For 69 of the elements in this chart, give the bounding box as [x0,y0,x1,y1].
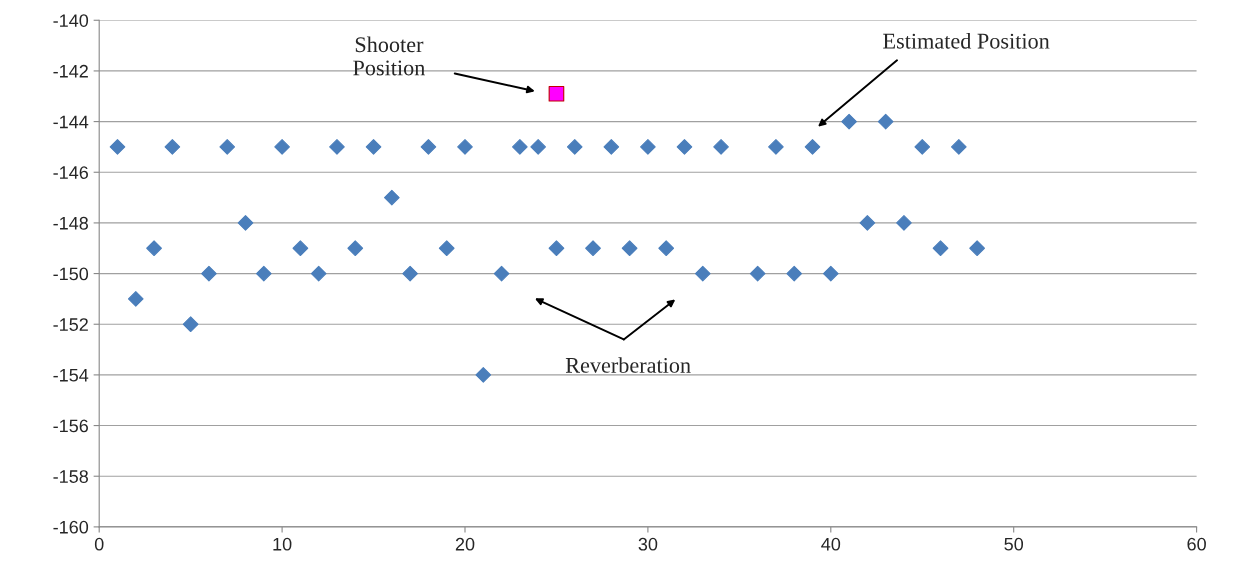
point [804,139,821,155]
point [182,316,199,333]
y-tick-label: -154 [53,369,89,382]
point [822,265,839,282]
y-tick-label: -158 [53,470,88,483]
y-tick-label: -160 [53,520,89,534]
y-tick-label: -148 [53,216,88,230]
point [749,265,766,282]
x-tick-label: 60 [1187,537,1206,551]
x-tick-label: 20 [455,537,475,551]
point [292,240,309,257]
y-tick-label: -144 [53,115,89,129]
y-tick-label: -142 [53,64,88,78]
point [127,291,144,307]
y-tick-label: -156 [53,419,88,433]
annotation: Shooter Position [353,36,426,76]
x-tick-label: 0 [94,537,104,551]
point [201,265,217,282]
y-tick-label: -152 [53,318,88,331]
y-tick-label: -150 [53,267,89,281]
point [402,265,418,282]
point [694,265,711,282]
annotation: Reverberation [565,357,691,373]
point [548,240,565,257]
point [676,139,693,155]
point [566,139,583,155]
annotation: Estimated Position [883,32,1050,49]
point [877,113,894,130]
point [640,139,656,155]
point [530,139,546,155]
point [365,139,382,155]
point [658,240,675,257]
point [438,240,455,257]
y-tick-label: -146 [53,166,88,179]
point [493,265,510,282]
point [109,139,126,155]
point [512,139,528,155]
point [475,367,492,383]
point [859,215,876,231]
point [841,113,857,130]
point [548,85,565,102]
point [621,240,638,257]
point [969,240,985,257]
point [146,240,162,257]
y-tick-label: -140 [53,14,89,27]
point [219,139,236,155]
point [310,265,327,282]
x-tick-label: 10 [273,537,292,551]
x-tick-label: 30 [638,537,658,551]
point [274,139,290,155]
x-tick-label: 40 [821,537,841,551]
point [237,215,254,231]
point [603,139,620,155]
point [896,215,912,231]
point [786,265,803,282]
point [768,139,784,155]
point [164,139,181,155]
point [255,265,272,282]
point [420,139,437,155]
point [914,139,931,155]
point [384,189,400,206]
point [329,139,345,155]
point [932,240,949,257]
point [585,240,601,257]
point [713,139,729,155]
point [457,139,473,155]
x-tick-label: 50 [1004,537,1024,551]
point [347,240,364,257]
point [950,139,967,155]
